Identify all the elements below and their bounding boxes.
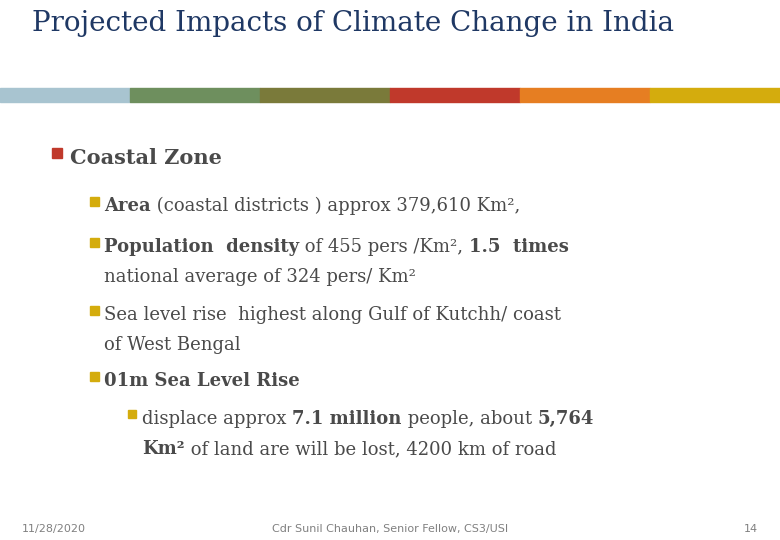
Text: of West Bengal: of West Bengal: [104, 336, 240, 354]
Bar: [130, 88, 260, 102]
Text: of 455 pers /Km²,: of 455 pers /Km²,: [299, 238, 469, 256]
Text: Km²: Km²: [142, 440, 185, 458]
Bar: [128, 410, 136, 418]
Text: 5,764: 5,764: [537, 410, 594, 428]
Bar: [90, 238, 99, 247]
Bar: [650, 88, 780, 102]
Bar: [260, 88, 390, 102]
Text: Sea level rise  highest along Gulf of Kutchh/ coast: Sea level rise highest along Gulf of Kut…: [104, 306, 561, 324]
Text: 14: 14: [744, 524, 758, 534]
Text: national average of 324 pers/ Km²: national average of 324 pers/ Km²: [104, 268, 416, 286]
Text: Projected Impacts of Climate Change in India: Projected Impacts of Climate Change in I…: [32, 10, 674, 37]
Text: 1.5  times: 1.5 times: [469, 238, 569, 256]
Text: Cdr Sunil Chauhan, Senior Fellow, CS3/USI: Cdr Sunil Chauhan, Senior Fellow, CS3/US…: [272, 524, 508, 534]
Bar: [390, 88, 520, 102]
Text: 11/28/2020: 11/28/2020: [22, 524, 86, 534]
Bar: [90, 306, 99, 315]
Bar: [520, 88, 650, 102]
Text: of land are will be lost, 4200 km of road: of land are will be lost, 4200 km of roa…: [185, 440, 556, 458]
Bar: [90, 197, 99, 206]
Text: displace approx: displace approx: [142, 410, 292, 428]
Text: Area: Area: [104, 197, 151, 215]
Bar: [0, 88, 130, 102]
Text: 7.1 million: 7.1 million: [292, 410, 402, 428]
Text: Population  density: Population density: [104, 238, 299, 256]
Text: 01m Sea Level Rise: 01m Sea Level Rise: [104, 372, 300, 390]
Bar: [90, 372, 99, 381]
Text: people, about: people, about: [402, 410, 537, 428]
Bar: [52, 148, 62, 158]
Text: Coastal Zone: Coastal Zone: [70, 148, 222, 168]
Text: (coastal districts ) approx 379,610 Km²,: (coastal districts ) approx 379,610 Km²,: [151, 197, 520, 215]
